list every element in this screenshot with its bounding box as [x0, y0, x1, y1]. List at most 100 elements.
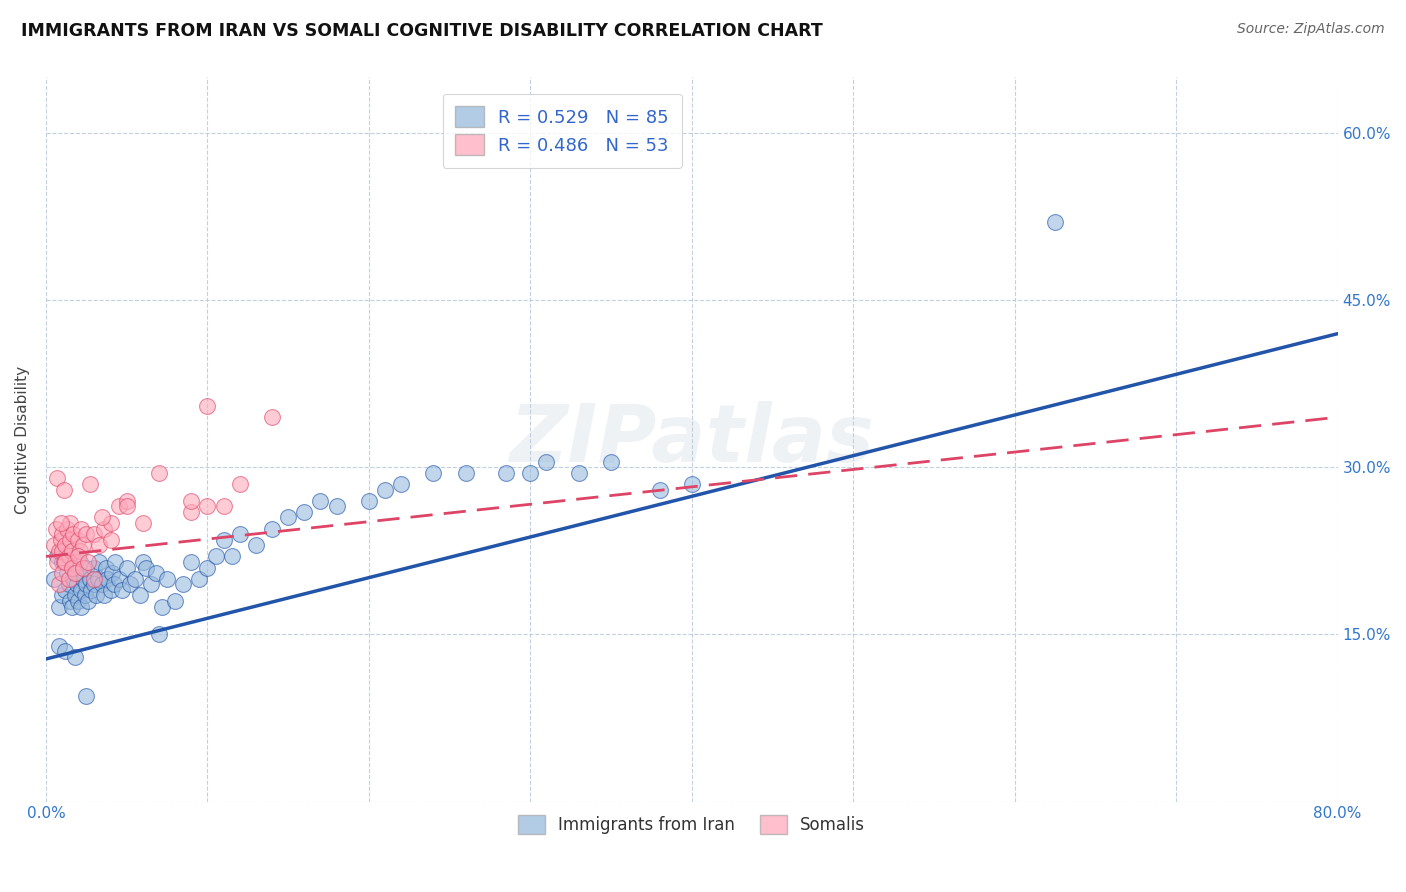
Point: [75, 689, 97, 703]
Point: [51, 589, 73, 603]
Point: [77, 555, 100, 569]
Point: [86, 572, 108, 586]
Point: [84, 589, 107, 603]
Point: [212, 533, 235, 547]
Point: [70, 582, 93, 597]
Point: [53, 555, 76, 569]
Point: [100, 533, 122, 547]
Point: [422, 466, 444, 480]
Point: [260, 522, 283, 536]
Text: IMMIGRANTS FROM IRAN VS SOMALI COGNITIVE DISABILITY CORRELATION CHART: IMMIGRANTS FROM IRAN VS SOMALI COGNITIVE…: [21, 22, 823, 40]
Point: [52, 483, 75, 497]
Point: [72, 572, 94, 586]
Point: [51, 555, 73, 569]
Point: [48, 599, 70, 614]
Point: [83, 577, 105, 591]
Point: [70, 599, 93, 614]
Point: [292, 505, 315, 519]
Point: [63, 555, 86, 569]
Point: [145, 566, 167, 581]
Point: [115, 493, 138, 508]
Point: [63, 560, 86, 574]
Text: ZIPatlas: ZIPatlas: [509, 401, 875, 478]
Point: [536, 455, 558, 469]
Text: Source: ZipAtlas.com: Source: ZipAtlas.com: [1237, 22, 1385, 37]
Point: [325, 500, 347, 514]
Point: [600, 455, 623, 469]
Point: [89, 555, 111, 569]
Point: [75, 577, 97, 591]
Point: [83, 572, 105, 586]
Point: [135, 560, 157, 574]
Point: [63, 566, 86, 581]
Point: [389, 477, 412, 491]
Point: [56, 566, 79, 581]
Point: [62, 572, 84, 586]
Point: [374, 483, 396, 497]
Point: [107, 572, 129, 586]
Point: [58, 549, 80, 564]
Point: [454, 466, 477, 480]
Point: [69, 555, 91, 569]
Point: [204, 549, 226, 564]
Point: [80, 582, 103, 597]
Point: [58, 572, 80, 586]
Point: [165, 594, 187, 608]
Point: [93, 522, 115, 536]
Point: [60, 560, 83, 574]
Point: [94, 560, 117, 574]
Point: [59, 533, 82, 547]
Point: [172, 577, 194, 591]
Legend: Immigrants from Iran, Somalis: Immigrants from Iran, Somalis: [509, 805, 876, 844]
Point: [46, 549, 69, 564]
Point: [59, 516, 82, 530]
Point: [107, 500, 129, 514]
Point: [52, 555, 75, 569]
Point: [59, 544, 82, 558]
Point: [132, 516, 155, 530]
Point: [115, 560, 138, 574]
Point: [197, 500, 219, 514]
Point: [63, 589, 86, 603]
Point: [118, 577, 141, 591]
Point: [67, 549, 90, 564]
Point: [46, 471, 69, 485]
Point: [69, 544, 91, 558]
Point: [79, 477, 101, 491]
Point: [51, 566, 73, 581]
Point: [93, 589, 115, 603]
Point: [66, 577, 89, 591]
Point: [48, 639, 70, 653]
Point: [228, 527, 250, 541]
Point: [45, 522, 67, 536]
Point: [75, 560, 97, 574]
Point: [63, 649, 86, 664]
Point: [277, 510, 299, 524]
Point: [62, 527, 84, 541]
Point: [228, 477, 250, 491]
Point: [148, 466, 170, 480]
Point: [260, 410, 283, 425]
Point: [59, 594, 82, 608]
Point: [79, 572, 101, 586]
Point: [83, 560, 105, 574]
Point: [111, 582, 134, 597]
Point: [67, 566, 90, 581]
Point: [49, 533, 72, 547]
Point: [568, 466, 591, 480]
Point: [53, 644, 76, 658]
Point: [180, 555, 202, 569]
Point: [77, 594, 100, 608]
Y-axis label: Cognitive Disability: Cognitive Disability: [15, 366, 30, 514]
Point: [139, 577, 162, 591]
Point: [67, 594, 90, 608]
Point: [221, 549, 243, 564]
Point: [495, 466, 517, 480]
Point: [197, 399, 219, 413]
Point: [128, 589, 150, 603]
Point: [124, 572, 146, 586]
Point: [96, 572, 118, 586]
Point: [58, 577, 80, 591]
Point: [48, 544, 70, 558]
Point: [51, 527, 73, 541]
